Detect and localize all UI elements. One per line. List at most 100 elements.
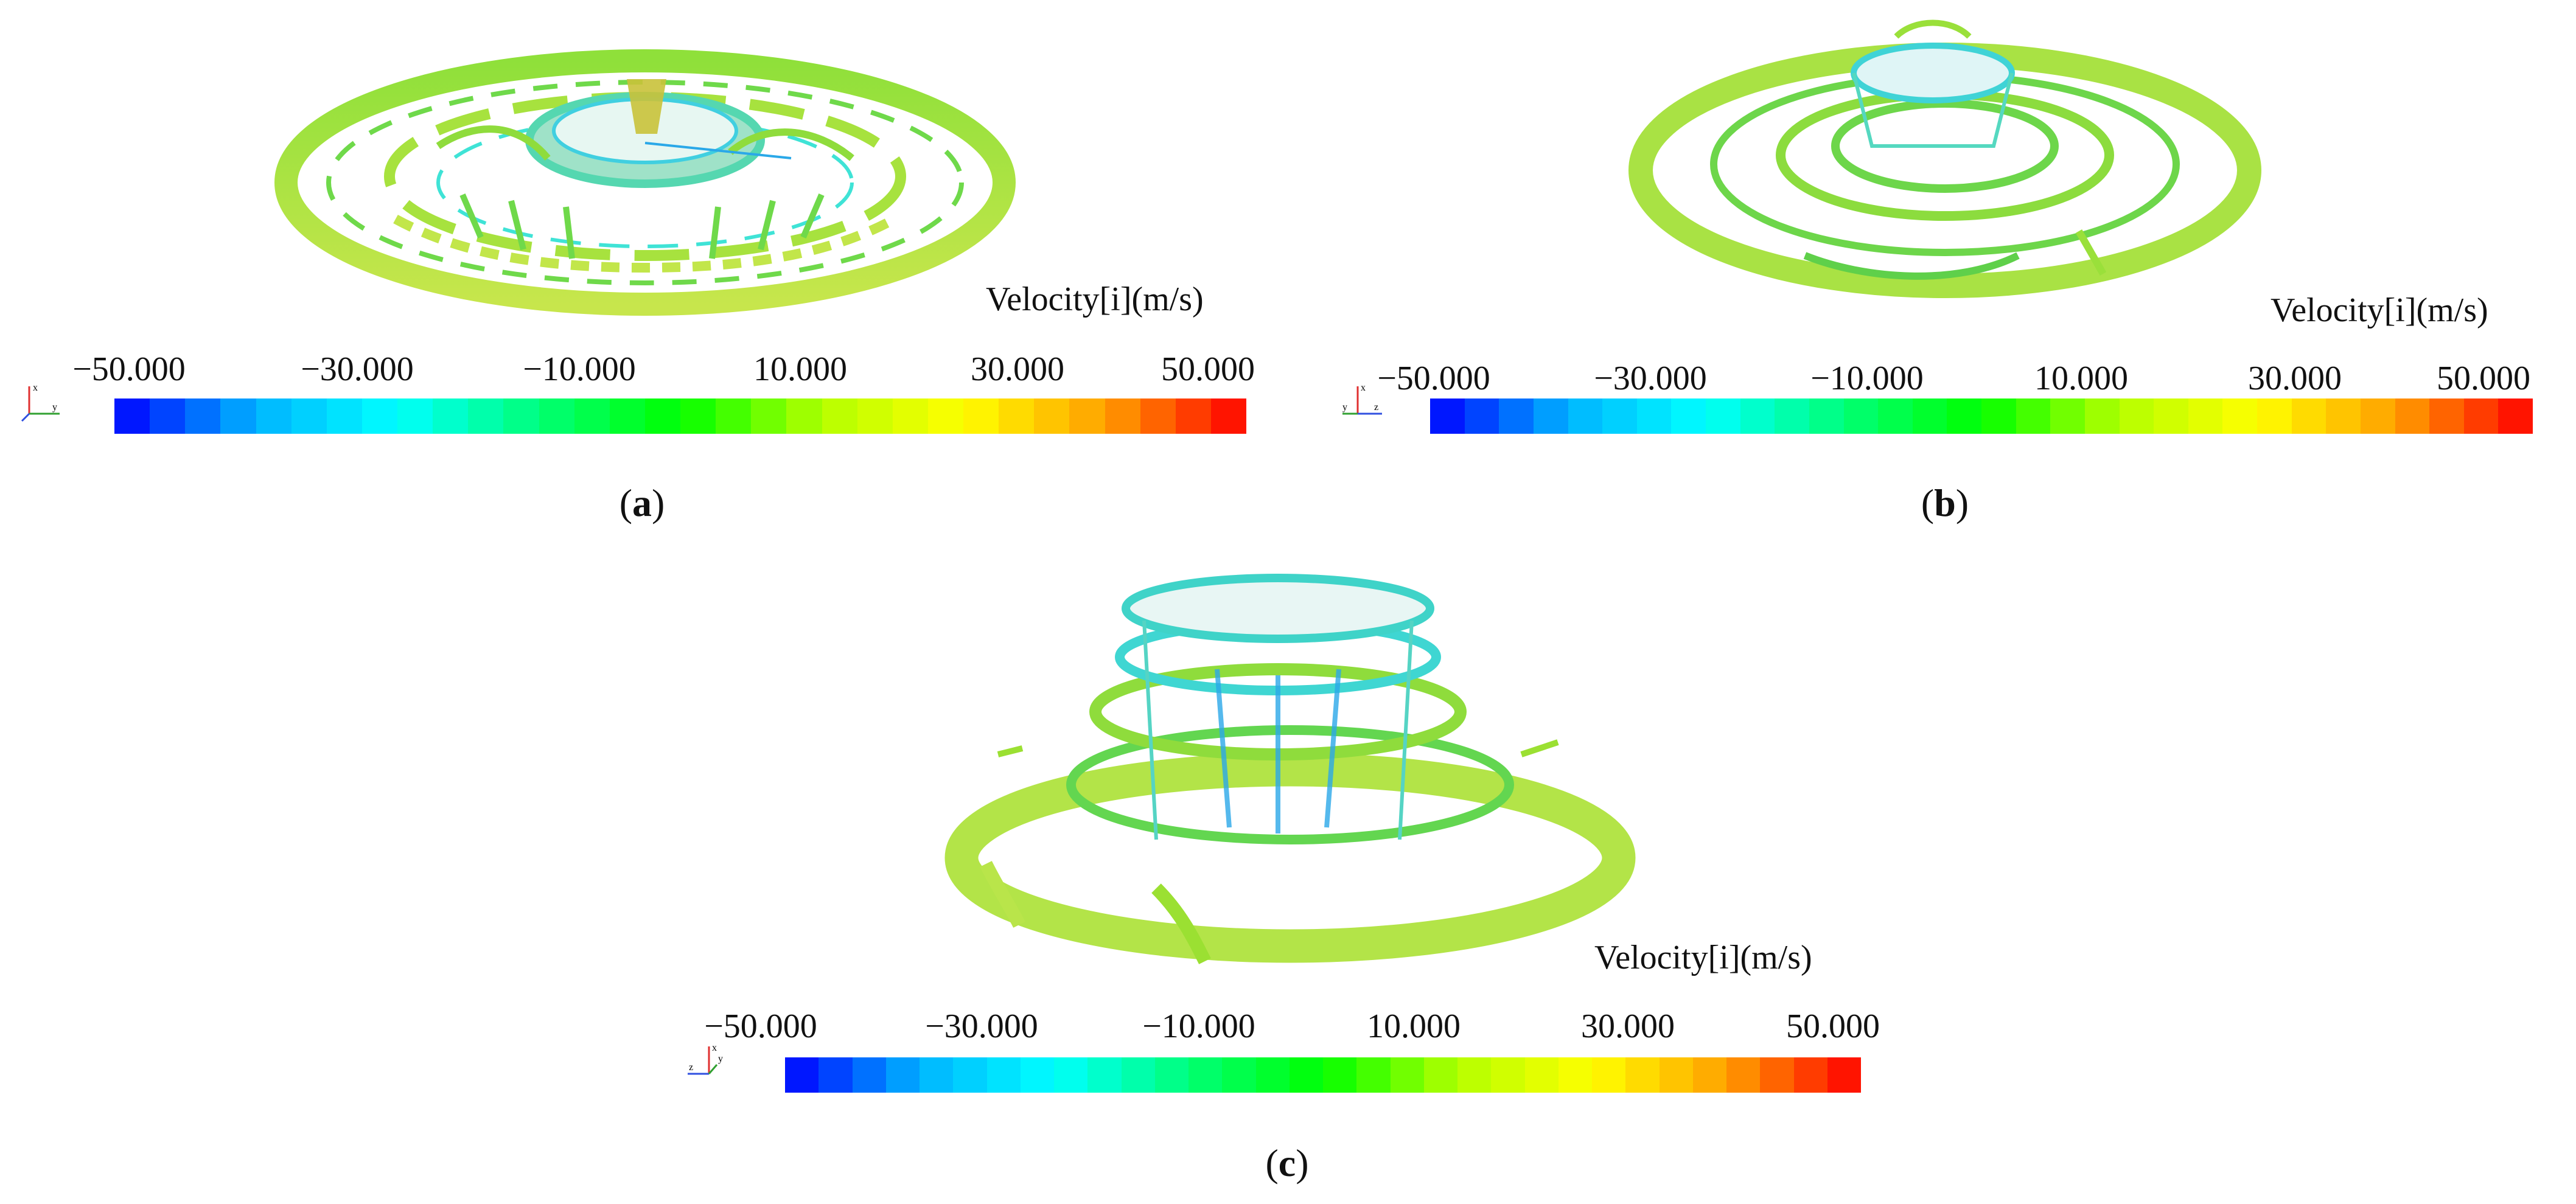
tick-label: 10.000 bbox=[753, 350, 847, 388]
caption-label: c bbox=[1278, 1141, 1296, 1185]
colorbar-band bbox=[1636, 398, 1672, 434]
colorbar-band bbox=[1533, 398, 1568, 434]
colorbar-band bbox=[220, 398, 256, 434]
colorbar-band bbox=[609, 398, 645, 434]
axis-triad-icon: x y bbox=[21, 383, 60, 422]
colorbar-band bbox=[2188, 398, 2223, 434]
colorbar-band bbox=[920, 1057, 954, 1093]
legend-title: Velocity[i](m/s) bbox=[2271, 291, 2488, 329]
colorbar-band bbox=[2222, 398, 2257, 434]
colorbar-band bbox=[892, 398, 928, 434]
colorbar-band bbox=[2498, 398, 2533, 434]
colorbar-band bbox=[1034, 398, 1070, 434]
axis-label: y bbox=[1342, 402, 1347, 412]
tick-label: −10.000 bbox=[1142, 1007, 1255, 1045]
colorbar-band bbox=[1775, 398, 1809, 434]
vortex-isosurface-render-a bbox=[274, 49, 1016, 316]
colorbar-band bbox=[361, 398, 397, 434]
panel-a: Velocity[i](m/s) −50.000 −30.000 −10.000… bbox=[0, 0, 1288, 548]
colorbar bbox=[1430, 398, 2533, 434]
colorbar-band bbox=[2291, 398, 2326, 434]
colorbar-band bbox=[2119, 398, 2154, 434]
colorbar-band bbox=[185, 398, 221, 434]
colorbar-band bbox=[1706, 398, 1740, 434]
axis-label: z bbox=[1374, 402, 1378, 412]
colorbar-band bbox=[1491, 1057, 1525, 1093]
tick-label: −50.000 bbox=[72, 350, 186, 388]
tick-label: −30.000 bbox=[301, 350, 414, 388]
tick-label: −10.000 bbox=[1810, 360, 1924, 397]
colorbar-band bbox=[963, 398, 999, 434]
colorbar-band bbox=[1558, 1057, 1592, 1093]
colorbar-band bbox=[1189, 1057, 1223, 1093]
tick-label: 50.000 bbox=[2437, 360, 2530, 397]
colorbar-band bbox=[1069, 398, 1105, 434]
colorbar-band bbox=[1121, 1057, 1155, 1093]
axis-triad-icon: x y z bbox=[1342, 383, 1382, 415]
colorbar-band bbox=[927, 398, 963, 434]
colorbar-band bbox=[1827, 1057, 1861, 1093]
colorbar-band bbox=[1289, 1057, 1323, 1093]
tick-label: −30.000 bbox=[925, 1007, 1038, 1045]
tick-label: 50.000 bbox=[1161, 350, 1255, 388]
axis-triad-icon: x y z bbox=[688, 1043, 723, 1075]
colorbar-band bbox=[852, 1057, 886, 1093]
colorbar-band bbox=[986, 1057, 1021, 1093]
colorbar-band bbox=[1878, 398, 1913, 434]
colorbar-band bbox=[716, 398, 752, 434]
tick-label: 10.000 bbox=[1367, 1007, 1461, 1045]
colorbar-band bbox=[1912, 398, 1947, 434]
panel-caption: (a) bbox=[619, 481, 665, 524]
axis-label: x bbox=[33, 383, 38, 393]
colorbar-band bbox=[1356, 1057, 1391, 1093]
colorbar-band bbox=[1726, 1057, 1761, 1093]
tick-label: 10.000 bbox=[2034, 360, 2128, 397]
colorbar-band bbox=[1255, 1057, 1290, 1093]
colorbar-band bbox=[1210, 398, 1246, 434]
colorbar-band bbox=[1947, 398, 1981, 434]
colorbar-band bbox=[468, 398, 504, 434]
colorbar-band bbox=[1740, 398, 1775, 434]
colorbar-band bbox=[999, 398, 1035, 434]
colorbar-band bbox=[397, 398, 433, 434]
colorbar-band bbox=[2084, 398, 2120, 434]
colorbar-band bbox=[1659, 1057, 1693, 1093]
colorbar-band bbox=[1154, 1057, 1189, 1093]
tick-label: −30.000 bbox=[1594, 360, 1707, 397]
panel-caption: (b) bbox=[1921, 481, 1969, 524]
vortex-isosurface-render-c bbox=[944, 574, 1636, 964]
colorbar-band bbox=[1499, 398, 1534, 434]
colorbar-band bbox=[2016, 398, 2051, 434]
colorbar-band bbox=[1222, 1057, 1256, 1093]
colorbar-band bbox=[1760, 1057, 1794, 1093]
colorbar-band bbox=[433, 398, 469, 434]
colorbar-band bbox=[291, 398, 327, 434]
colorbar-band bbox=[2429, 398, 2464, 434]
colorbar-band bbox=[1430, 398, 1465, 434]
colorbar-band bbox=[1054, 1057, 1088, 1093]
colorbar-band bbox=[785, 1057, 819, 1093]
tick-label: 30.000 bbox=[2248, 360, 2342, 397]
colorbar-band bbox=[2154, 398, 2188, 434]
tick-label: 30.000 bbox=[971, 350, 1064, 388]
colorbar-band bbox=[1625, 1057, 1660, 1093]
axis-label: x bbox=[712, 1043, 717, 1053]
colorbar-band bbox=[574, 398, 610, 434]
vortex-isosurface-render-b bbox=[1628, 19, 2261, 298]
colorbar-band bbox=[1809, 398, 1844, 434]
legend-title: Velocity[i](m/s) bbox=[1594, 939, 1812, 976]
colorbar-band bbox=[819, 1057, 853, 1093]
colorbar-band bbox=[953, 1057, 987, 1093]
colorbar-band bbox=[1175, 398, 1211, 434]
colorbar-band bbox=[2463, 398, 2499, 434]
axis-label: y bbox=[52, 402, 57, 412]
panel-c: Velocity[i](m/s) −50.000 −30.000 −10.000… bbox=[669, 548, 1923, 1204]
tick-label: 30.000 bbox=[1581, 1007, 1675, 1045]
colorbar-band bbox=[1464, 398, 1499, 434]
panel-caption: (c) bbox=[1265, 1141, 1309, 1185]
colorbar-band bbox=[751, 398, 787, 434]
axis-label: z bbox=[689, 1062, 693, 1073]
colorbar-band bbox=[1692, 1057, 1726, 1093]
colorbar-band bbox=[539, 398, 574, 434]
tick-label: −50.000 bbox=[704, 1007, 817, 1045]
